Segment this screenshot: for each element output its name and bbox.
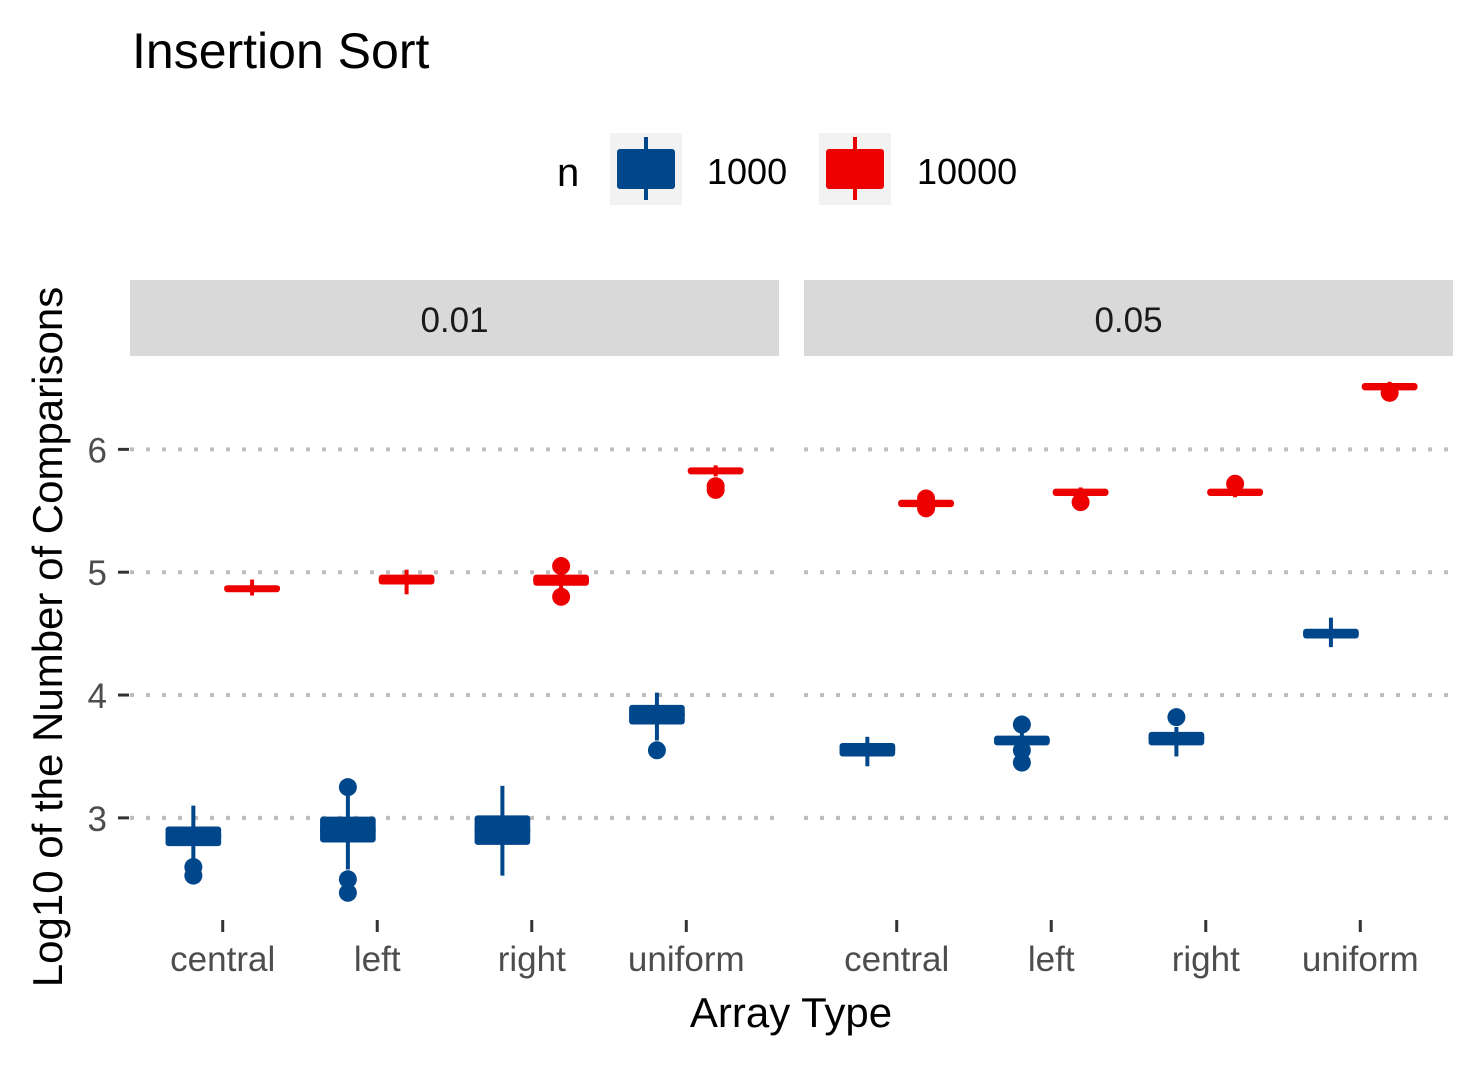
box-10000-uniform — [1361, 381, 1418, 402]
box-10000-central — [224, 579, 280, 596]
x-tick-label: left — [1028, 940, 1075, 979]
x-tick-label: right — [1172, 940, 1240, 979]
x-tick-label: uniform — [628, 940, 745, 979]
box-10000-left — [378, 569, 435, 595]
outlier-point — [647, 741, 666, 760]
box-1000-uniform — [1303, 617, 1359, 648]
box-1000-left — [320, 778, 376, 902]
legend: n 1000 10000 — [557, 133, 1017, 205]
box-1000-left — [994, 715, 1050, 772]
box-1000-right — [1148, 708, 1205, 757]
facet-strip — [130, 280, 779, 356]
box-1000-uniform — [629, 692, 685, 760]
outlier-point — [184, 866, 203, 885]
outlier-point — [1167, 708, 1186, 727]
chart-title: Insertion Sort — [132, 23, 429, 79]
legend-title: n — [557, 151, 579, 195]
box-10000-uniform — [687, 465, 744, 499]
outlier-point — [706, 480, 725, 499]
box-10000-right — [533, 557, 589, 606]
outlier-point — [1012, 715, 1031, 734]
legend-label-1000: 1000 — [707, 151, 787, 192]
y-axis-label: Log10 of the Number of Comparisons — [24, 287, 71, 987]
box-10000-central — [898, 489, 954, 518]
y-tick-label: 6 — [88, 431, 107, 470]
outlier-point — [1226, 474, 1245, 493]
y-tick-label: 5 — [88, 554, 107, 593]
x-tick-label: uniform — [1302, 940, 1419, 979]
x-tick-label: central — [844, 940, 949, 979]
outlier-point — [552, 557, 571, 576]
legend-key-box-10000 — [826, 149, 884, 189]
facet-strip — [804, 280, 1453, 356]
x-tick-label: right — [498, 940, 566, 979]
box-1000-right — [474, 785, 531, 876]
x-axis-label: Array Type — [690, 989, 892, 1036]
outlier-point — [338, 870, 357, 889]
box-1000-central — [165, 805, 222, 885]
facet-label: 0.01 — [420, 301, 488, 340]
y-tick-label: 4 — [88, 677, 107, 716]
x-tick-label: central — [170, 940, 275, 979]
y-tick-label: 3 — [88, 800, 107, 839]
outlier-point — [1380, 383, 1399, 402]
facet-label: 0.05 — [1094, 301, 1162, 340]
outlier-point — [1071, 493, 1090, 512]
outlier-point — [338, 778, 357, 797]
box-1000-central — [839, 736, 896, 767]
outlier-point — [917, 499, 936, 518]
legend-label-10000: 10000 — [917, 151, 1017, 192]
box-10000-right — [1207, 474, 1263, 498]
outlier-point — [338, 883, 357, 902]
box-10000-left — [1052, 487, 1109, 512]
outlier-point — [1012, 753, 1031, 772]
legend-key-box-1000 — [617, 149, 675, 189]
x-tick-label: left — [354, 940, 401, 979]
outlier-point — [552, 587, 571, 606]
